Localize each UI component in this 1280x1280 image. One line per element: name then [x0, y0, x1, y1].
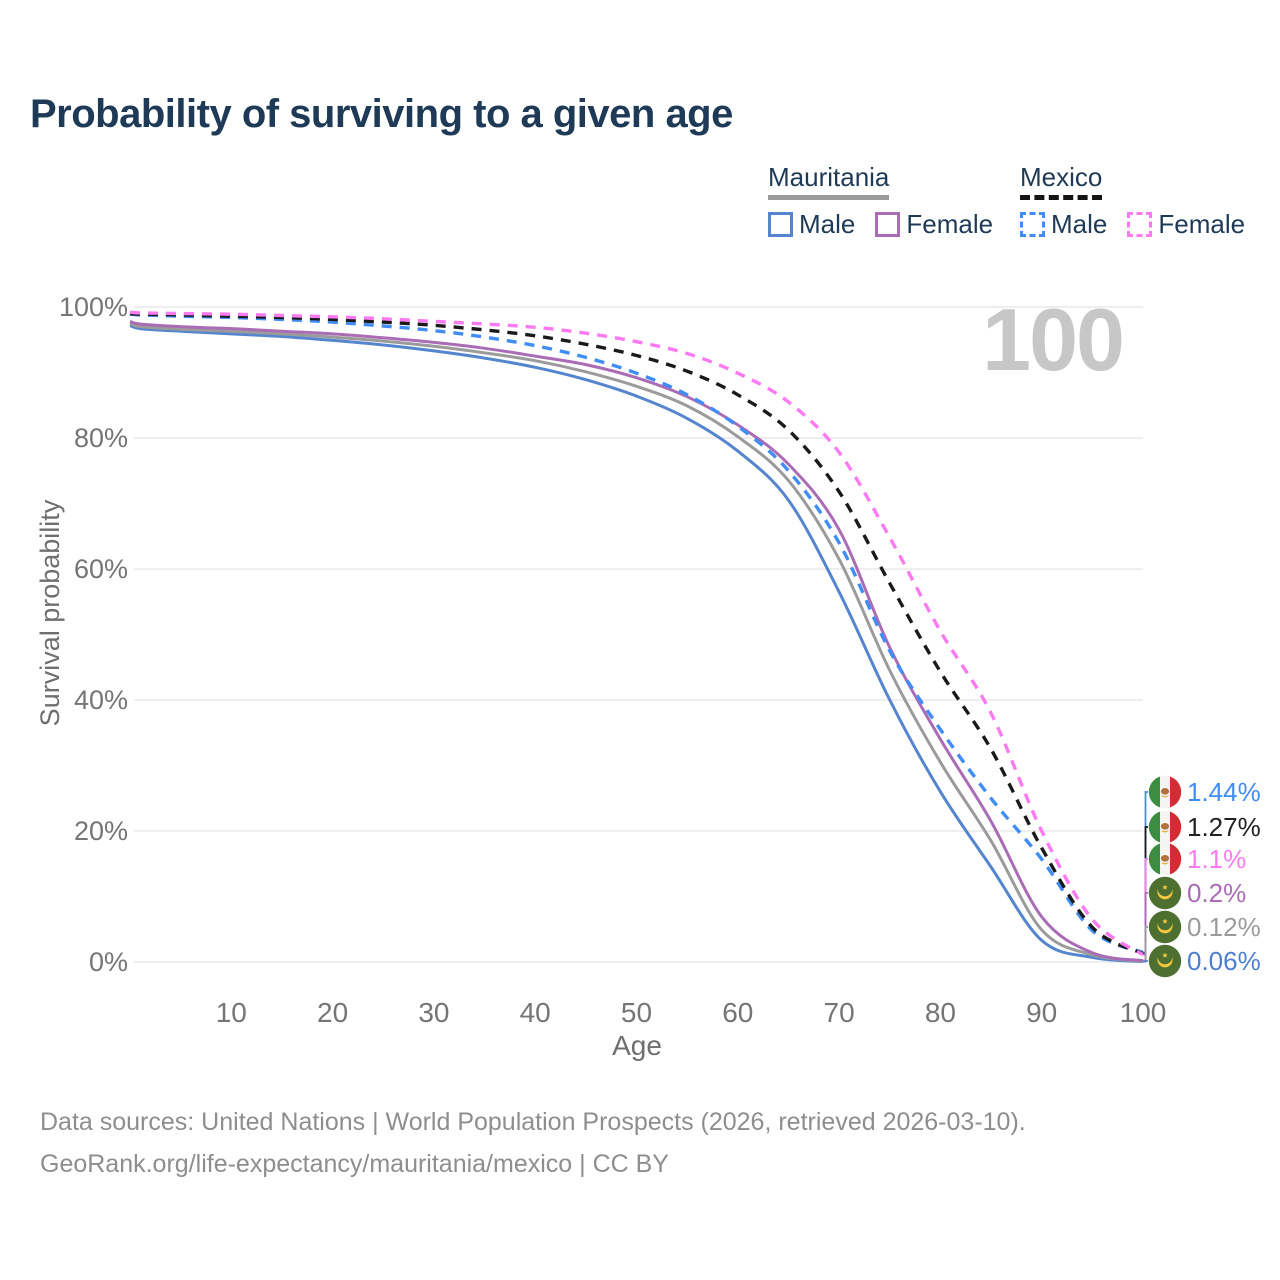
end-value-label: 1.44% [1187, 777, 1261, 807]
x-tick-label: 10 [216, 997, 247, 1028]
end-value-label: 0.06% [1187, 946, 1261, 976]
end-value-label: 1.1% [1187, 844, 1246, 874]
legend-group-mexico: Mexico Male Female [1020, 162, 1245, 240]
series-line-mexico-female [129, 310, 1144, 957]
x-tick-label: 20 [317, 997, 348, 1028]
legend-country-mexico[interactable]: Mexico [1020, 162, 1103, 200]
x-tick-label: 100 [1120, 997, 1167, 1028]
legend-item-label: Male [799, 209, 856, 239]
x-tick-label: 80 [925, 997, 956, 1028]
end-value-label: 0.12% [1187, 912, 1261, 942]
mauritania-flag-icon [1148, 910, 1182, 944]
mexico-flag-icon [1148, 775, 1182, 809]
series-line-mauritania-male [129, 323, 1144, 964]
dashed-line-swatch-icon [1127, 212, 1153, 237]
y-tick-label: 60% [74, 554, 128, 584]
x-tick-label: 50 [621, 997, 652, 1028]
dashed-line-swatch-icon [1020, 212, 1045, 237]
x-tick-label: 40 [520, 997, 551, 1028]
legend-country-mauritania[interactable]: Mauritania [768, 162, 890, 200]
y-tick-label: 20% [74, 816, 128, 846]
x-tick-label: 70 [824, 997, 855, 1028]
end-value-label: 1.27% [1187, 812, 1261, 842]
legend-item-mauritania-male[interactable]: Male [768, 209, 855, 240]
x-tick-label: 30 [418, 997, 449, 1028]
mexico-flag-icon [1148, 810, 1182, 844]
footer-attribution: GeoRank.org/life-expectancy/mauritania/m… [40, 1150, 669, 1178]
series-line-mexico-male [129, 312, 1144, 955]
end-value-label: 0.2% [1187, 878, 1246, 908]
end-label-leader-line [1143, 960, 1148, 963]
legend-group-mauritania: Mauritania Male Female [768, 162, 993, 240]
legend-item-label: Female [906, 209, 994, 239]
x-tick-label: 60 [722, 997, 753, 1028]
series-line-mauritania-female [129, 319, 1144, 963]
solid-line-swatch-icon [875, 212, 901, 237]
footer-data-sources: Data sources: United Nations | World Pop… [40, 1108, 1026, 1136]
legend-item-label: Male [1051, 209, 1108, 239]
y-tick-label: 100% [59, 292, 128, 322]
series-line-mauritania [129, 321, 1144, 963]
x-axis-title: Age [612, 1030, 662, 1061]
legend-item-mexico-female[interactable]: Female [1127, 209, 1245, 240]
page-title: Probability of surviving to a given age [30, 92, 733, 136]
mauritania-flag-icon [1148, 876, 1182, 910]
y-tick-label: 0% [89, 947, 128, 977]
x-tick-label: 90 [1026, 997, 1057, 1028]
end-label-leader-line [1143, 926, 1148, 963]
hovered-age-watermark: 100 [982, 290, 1125, 389]
legend-item-mauritania-female[interactable]: Female [875, 209, 993, 240]
y-tick-label: 40% [74, 685, 128, 715]
y-tick-label: 80% [74, 423, 128, 453]
mauritania-flag-icon [1148, 944, 1182, 978]
legend-item-label: Female [1158, 209, 1246, 239]
legend-item-mexico-male[interactable]: Male [1020, 209, 1107, 240]
series-line-mexico [129, 311, 1144, 956]
mexico-flag-icon [1148, 842, 1182, 876]
solid-line-swatch-icon [768, 212, 793, 237]
